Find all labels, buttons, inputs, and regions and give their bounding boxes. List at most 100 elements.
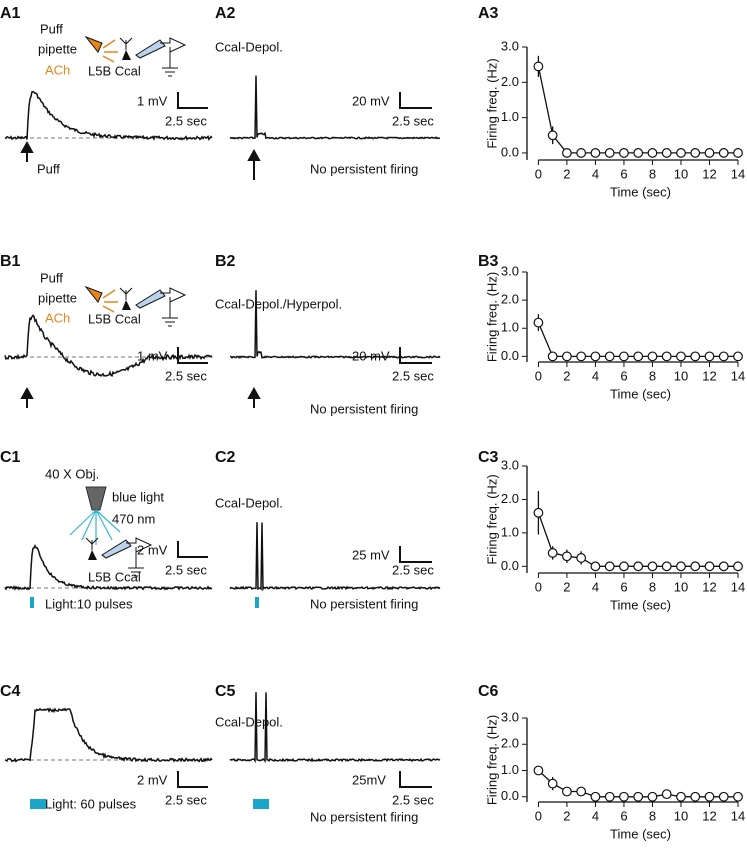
- x-tick-label: 10: [674, 368, 688, 383]
- y-tick-label: 2.0: [501, 736, 519, 751]
- data-point: [576, 786, 587, 797]
- data-point: [690, 148, 701, 158]
- annotation: Puff: [40, 270, 63, 285]
- data-point: [690, 791, 701, 802]
- data-point: [562, 551, 572, 562]
- x-tick-label: 14: [731, 808, 745, 823]
- data-point: [704, 561, 715, 572]
- data-point: [647, 351, 658, 362]
- data-point: [562, 148, 572, 158]
- x-axis-label: Time (sec): [610, 184, 671, 199]
- series-line: [537, 66, 738, 154]
- data-point: [718, 351, 729, 362]
- data-point: [547, 351, 558, 362]
- y-axis-label: Firing freq. (Hz): [484, 272, 499, 362]
- annotation: Ccal-Depol.: [215, 714, 283, 729]
- data-point: [576, 148, 587, 158]
- scale-label: 20 mV: [352, 348, 390, 363]
- panel-label: C2: [215, 449, 236, 466]
- data-point: [690, 561, 701, 572]
- data-point: [576, 553, 587, 563]
- x-tick-label: 12: [702, 368, 716, 383]
- chart: 0.0 1.0 2.0 3.0 0 2 4 6 8 10 12 14 Time (sec) Firing …: [484, 263, 745, 401]
- arrows: [20, 140, 261, 408]
- data-point: [704, 791, 715, 802]
- data-point: [604, 148, 615, 158]
- voltage-trace: [229, 290, 441, 359]
- scale-label: 2.5 sec: [165, 562, 207, 577]
- x-tick-label: 12: [702, 166, 716, 181]
- x-tick-label: 0: [535, 166, 542, 181]
- scale-label: 25 mV: [352, 547, 390, 562]
- cell-icon: [69, 35, 187, 577]
- x-tick-label: 4: [592, 579, 599, 594]
- x-tick-label: 14: [731, 368, 745, 383]
- scale-label: 2.5 sec: [165, 792, 207, 807]
- scale-label: 2 mV: [137, 772, 168, 787]
- data-point: [562, 351, 572, 362]
- chart: 0.0 1.0 2.0 3.0 0 2 4 6 8 10 12 14 Time (sec) Firing …: [484, 38, 745, 199]
- data-point: [533, 765, 544, 776]
- annotation: Light:10 pulses: [45, 596, 133, 611]
- x-tick-label: 4: [592, 166, 599, 181]
- voltage-trace: [229, 522, 441, 592]
- x-tick-label: 8: [649, 368, 656, 383]
- data-point: [661, 789, 672, 800]
- scale-label: 25mV: [352, 772, 386, 787]
- x-tick-label: 2: [563, 166, 570, 181]
- x-tick-label: 10: [674, 166, 688, 181]
- x-tick-label: 6: [620, 166, 627, 181]
- panel-label: C5: [215, 683, 236, 700]
- panel-label: C1: [0, 449, 21, 466]
- annotation: 470 nm: [112, 511, 155, 526]
- data-point: [676, 791, 686, 802]
- data-point: [619, 561, 629, 572]
- scale-bar: [177, 92, 208, 109]
- data-point: [733, 351, 743, 362]
- annotation: No persistent firing: [310, 596, 418, 611]
- annotation: pipette: [38, 41, 77, 56]
- scale-label: 2.5 sec: [392, 792, 434, 807]
- panel-label: B3: [478, 253, 499, 270]
- scale-bar: [177, 771, 208, 788]
- annotation: No persistent firing: [310, 401, 418, 416]
- y-axis-label: Firing freq. (Hz): [484, 715, 499, 805]
- annotation: 40 X Obj.: [45, 466, 99, 481]
- data-point: [590, 351, 601, 362]
- data-point: [661, 561, 672, 572]
- data-point: [590, 561, 601, 572]
- x-tick-label: 12: [702, 808, 716, 823]
- voltage-trace: [229, 692, 441, 764]
- data-point: [733, 561, 743, 572]
- annotation: Puff: [40, 21, 63, 36]
- annotation: L5B Ccal: [88, 311, 141, 326]
- data-point: [633, 791, 644, 802]
- data-point: [733, 148, 743, 158]
- scale-label: 2.5 sec: [392, 562, 434, 577]
- data-point: [718, 561, 729, 572]
- data-point: [547, 548, 558, 558]
- x-tick-label: 0: [535, 368, 542, 383]
- data-point: [576, 351, 587, 362]
- annotation: ACh: [45, 310, 70, 325]
- x-tick-label: 8: [649, 579, 656, 594]
- data-point: [562, 786, 572, 797]
- voltage-trace: [4, 314, 213, 378]
- y-tick-label: 0.0: [501, 144, 519, 159]
- y-tick-label: 1.0: [501, 524, 519, 539]
- panel-label: A3: [478, 5, 499, 22]
- x-axis-label: Time (sec): [610, 826, 671, 841]
- data-point: [590, 791, 601, 802]
- scale-bar: [177, 541, 208, 558]
- x-tick-label: 2: [563, 808, 570, 823]
- y-tick-label: 0.0: [501, 788, 519, 803]
- annotation: Ccal-Depol.: [215, 39, 283, 54]
- panel-label: C4: [0, 683, 21, 700]
- data-point: [533, 61, 544, 72]
- panel-label: A2: [215, 5, 236, 22]
- data-point: [718, 791, 729, 802]
- annotation: ACh: [45, 62, 70, 77]
- y-tick-label: 0.0: [501, 348, 519, 363]
- data-point: [533, 507, 544, 518]
